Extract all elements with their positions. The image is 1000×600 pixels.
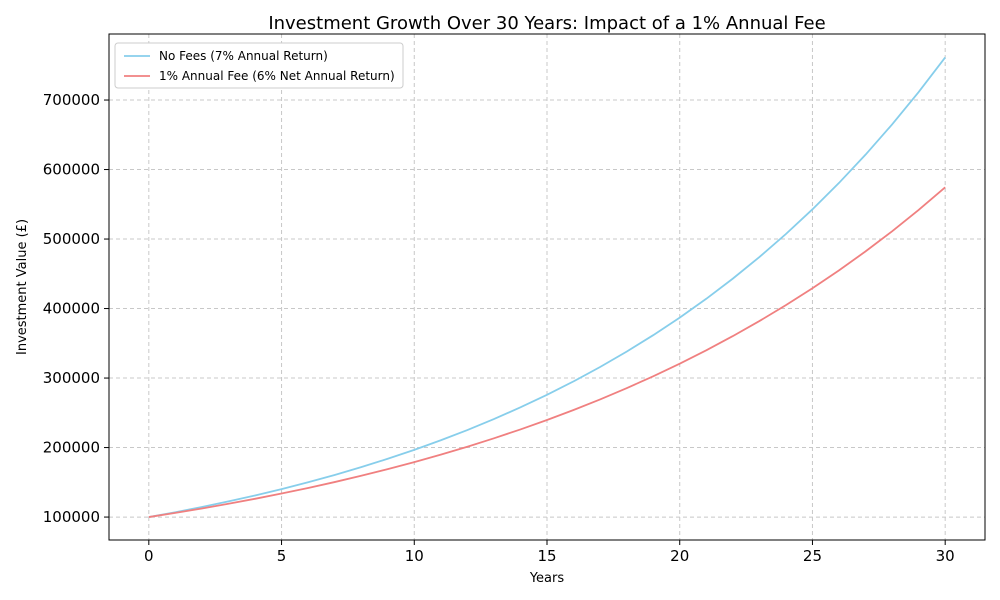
- x-tick-label: 15: [537, 547, 556, 565]
- legend-label-1: No Fees (7% Annual Return): [159, 49, 328, 63]
- series-line-1: [148, 56, 946, 518]
- x-tick-label: 20: [670, 547, 689, 565]
- x-axis-label: Years: [529, 571, 565, 586]
- y-tick-label: 700000: [43, 91, 100, 109]
- legend: No Fees (7% Annual Return) 1% Annual Fee …: [114, 42, 404, 89]
- y-tick-label: 400000: [43, 300, 100, 318]
- y-tick-label: 500000: [43, 230, 100, 248]
- grid: [109, 34, 985, 540]
- y-tick-label: 100000: [43, 508, 100, 526]
- x-tick-label: 5: [277, 547, 287, 565]
- x-tick-label: 25: [803, 547, 822, 565]
- x-tick-label: 0: [144, 547, 154, 565]
- y-tick-label: 300000: [43, 369, 100, 387]
- x-axis-ticks: 0 5 10 15 20 25 30: [144, 540, 955, 565]
- y-axis-ticks: 100000 200000 300000 400000 500000 600000 7000…: [43, 91, 109, 526]
- y-tick-label: 200000: [43, 439, 100, 457]
- x-tick-label: 10: [405, 547, 424, 565]
- legend-box: [114, 42, 404, 89]
- series-lines: [148, 56, 946, 518]
- x-tick-label: 30: [936, 547, 955, 565]
- legend-label-2: 1% Annual Fee (6% Net Annual Return): [159, 69, 395, 83]
- y-axis-label: Investment Value (£): [15, 219, 30, 355]
- chart-title: Investment Growth Over 30 Years: Impact …: [268, 13, 825, 34]
- y-tick-label: 600000: [43, 161, 100, 179]
- series-line-2: [148, 186, 946, 518]
